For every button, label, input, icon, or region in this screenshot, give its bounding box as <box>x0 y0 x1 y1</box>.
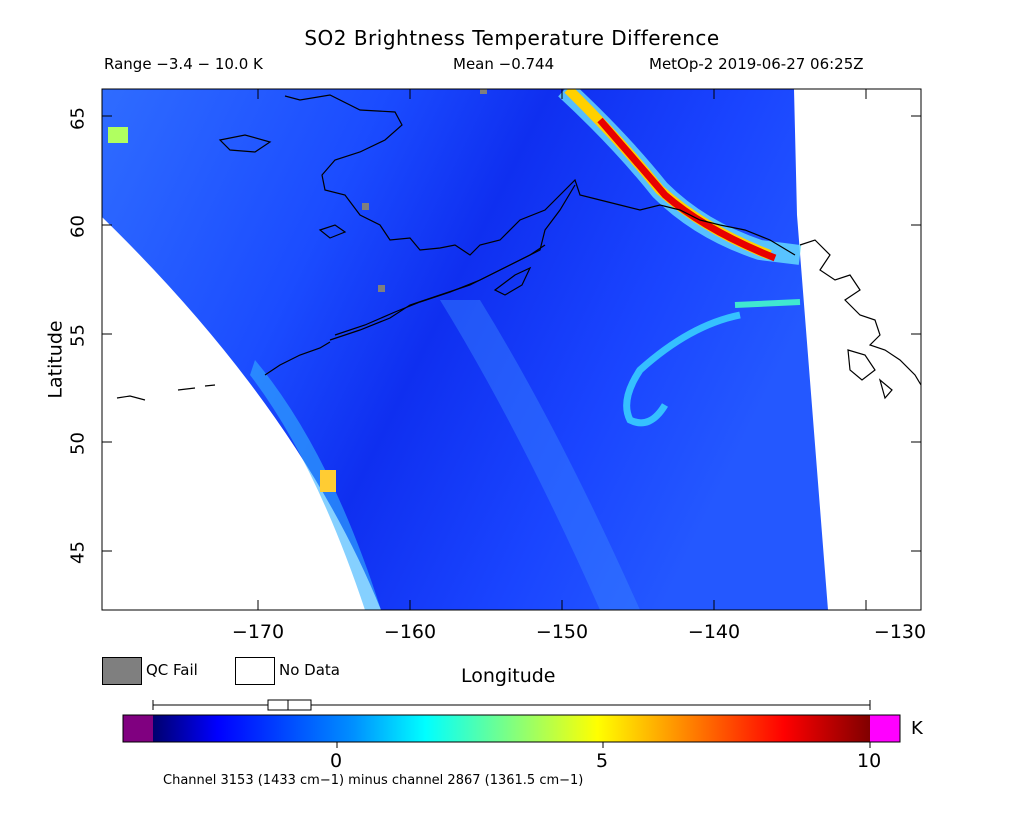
swath-light-band <box>440 300 640 610</box>
nunivak-island <box>318 224 347 239</box>
x-tick-label: −150 <box>535 621 589 643</box>
qc-fail-cell <box>378 285 385 292</box>
satellite-time-readout: MetOp-2 2019-06-27 06:25Z <box>649 55 864 73</box>
colorbar-tick-label: 10 <box>857 750 882 772</box>
x-tick-label: −160 <box>383 621 437 643</box>
swath-field <box>102 89 828 610</box>
mean-readout: Mean −0.744 <box>453 55 555 73</box>
colorbar <box>122 714 901 748</box>
kodiak-island <box>493 266 532 296</box>
aleutian-islands <box>264 341 331 376</box>
colorbar-tick-label: 0 <box>330 750 343 772</box>
y-tick-label: 65 <box>67 107 89 130</box>
no-data-label: No Data <box>279 661 340 679</box>
peninsula-coast-south <box>334 244 546 336</box>
qc-fail-label: QC Fail <box>146 661 198 679</box>
qc-fail-cell <box>362 203 369 210</box>
no-data-swatch <box>235 657 275 685</box>
colorbar-ramp <box>153 715 870 742</box>
colorbar-unit: K <box>911 718 923 739</box>
colorbar-under <box>123 715 153 742</box>
cyan-arc-feature <box>623 311 741 427</box>
y-tick-label: 60 <box>67 215 89 238</box>
colorbar-boxplot <box>152 699 871 711</box>
qc-fail-cell <box>480 89 487 94</box>
boxplot-box <box>267 699 312 711</box>
y-axis-label: Latitude <box>44 320 67 399</box>
colorbar-tick-label: 5 <box>596 750 609 772</box>
y-tick-label: 45 <box>67 541 89 564</box>
colorbar-over <box>870 715 900 742</box>
axis-ticks <box>102 89 921 610</box>
alaska-coast <box>284 94 796 256</box>
yellow-patch <box>320 470 336 492</box>
swath-left-edge <box>250 360 381 610</box>
x-tick-label: −140 <box>687 621 741 643</box>
x-axis-label: Longitude <box>461 665 556 687</box>
se-alaska-islands <box>847 349 893 400</box>
y-tick-label: 50 <box>67 432 89 455</box>
channel-footnote: Channel 3153 (1433 cm−1) minus channel 2… <box>163 773 584 788</box>
plot-frame <box>101 88 922 611</box>
x-tick-label: −130 <box>873 621 927 643</box>
green-patch <box>108 127 128 143</box>
st-lawrence-island <box>218 134 272 153</box>
qc-fail-swatch <box>102 657 142 685</box>
y-tick-label: 55 <box>67 324 89 347</box>
range-readout: Range −3.4 − 10.0 K <box>104 55 263 73</box>
chart-title: SO2 Brightness Temperature Difference <box>304 26 720 50</box>
coastlines <box>116 94 921 401</box>
data-swath <box>102 89 828 610</box>
se-alaska-coast <box>799 239 921 386</box>
western-islands <box>116 384 216 401</box>
x-tick-label: −170 <box>231 621 285 643</box>
cyan-line-feature <box>734 299 801 308</box>
so2-plume-core <box>597 117 777 262</box>
